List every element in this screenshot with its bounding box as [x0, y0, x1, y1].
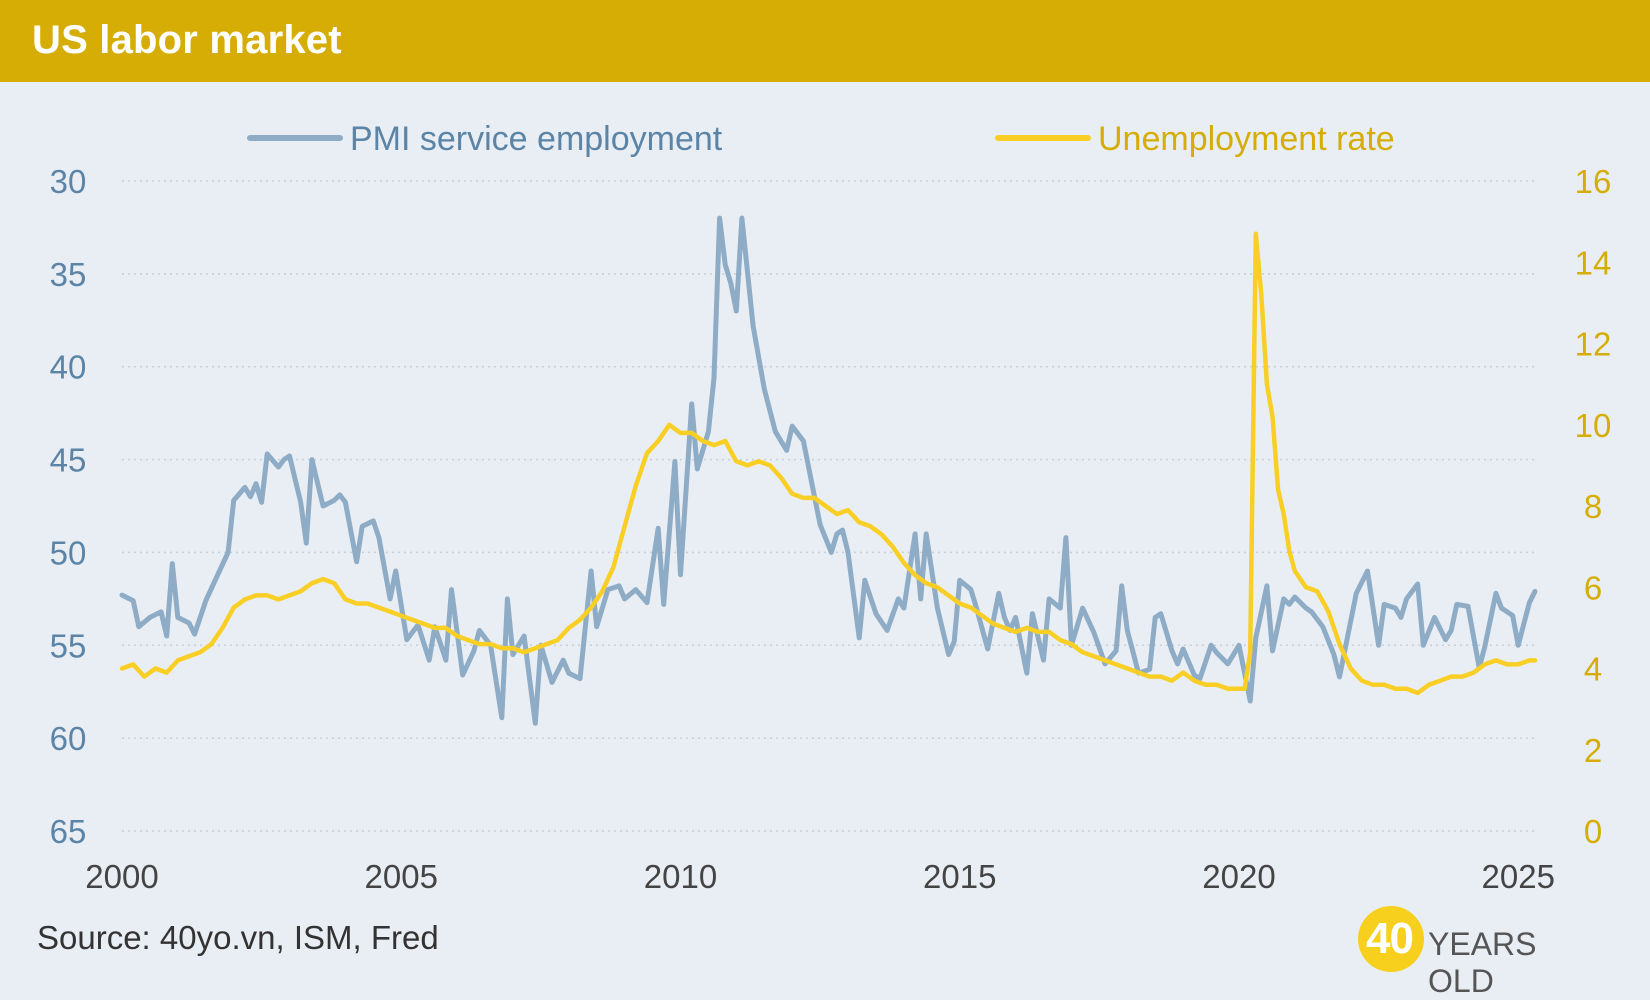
unemployment-series-line [119, 231, 1538, 696]
x-tick-label: 2025 [1482, 858, 1555, 895]
pmi-series-line [119, 215, 1538, 726]
right-tick-label: 12 [1575, 326, 1612, 363]
x-tick-label: 2005 [365, 858, 438, 895]
x-tick-label: 2010 [644, 858, 717, 895]
right-tick-label: 16 [1575, 163, 1612, 200]
right-tick-label: 0 [1584, 813, 1602, 850]
right-tick-label: 10 [1575, 407, 1612, 444]
left-tick-label: 30 [50, 163, 87, 200]
left-tick-label: 55 [50, 627, 87, 664]
legend-label-unemployment: Unemployment rate [1098, 120, 1395, 158]
right-tick-label: 4 [1584, 651, 1602, 688]
source-note: Source: 40yo.vn, ISM, Fred [37, 919, 439, 956]
logo-number: 40 [1366, 914, 1414, 963]
logo-text: YEARS OLD [1428, 926, 1537, 999]
right-tick-label: 6 [1584, 569, 1602, 606]
left-tick-label: 65 [50, 813, 87, 850]
x-tick-label: 2020 [1202, 858, 1275, 895]
right-tick-label: 8 [1584, 488, 1602, 525]
x-tick-label: 2015 [923, 858, 996, 895]
logo-circle [1358, 906, 1424, 972]
left-tick-label: 35 [50, 256, 87, 293]
right-axis: 0 2 4 6 8 10 12 14 16 [1575, 163, 1612, 850]
left-axis: 30 35 40 45 50 55 60 65 [50, 163, 87, 850]
legend-label-pmi: PMI service employment [350, 120, 723, 158]
legend: PMI service employment Unemployment rate [247, 120, 1395, 158]
logo: 40 YEARS OLD [1358, 906, 1598, 999]
chart-title: US labor market [32, 18, 342, 62]
right-tick-label: 14 [1575, 244, 1612, 281]
x-tick-label: 2000 [85, 858, 158, 895]
x-axis: 2000 2005 2010 2015 2020 2025 [85, 858, 1555, 895]
left-tick-label: 45 [50, 442, 87, 479]
series-lines [119, 215, 1538, 726]
grid-lines [122, 180, 1535, 832]
left-tick-label: 50 [50, 534, 87, 571]
left-tick-label: 40 [50, 349, 87, 386]
left-tick-label: 60 [50, 720, 87, 757]
header-bar: US labor market [0, 0, 1650, 82]
right-tick-label: 2 [1584, 732, 1602, 769]
